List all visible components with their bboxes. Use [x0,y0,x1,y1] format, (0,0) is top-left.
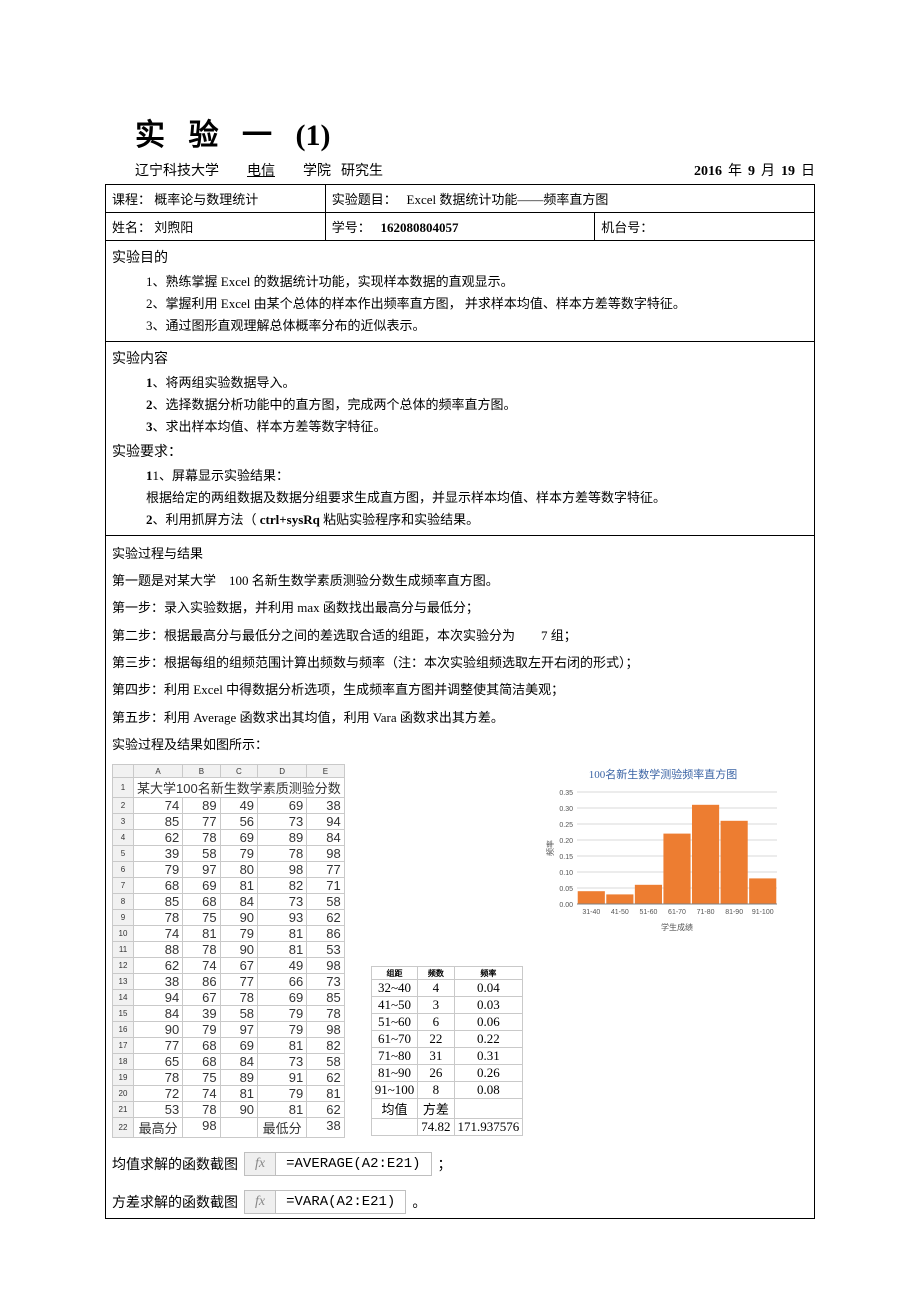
fx-icon: fx [245,1153,276,1175]
svg-text:学生成绩: 学生成绩 [661,922,693,932]
meta-line: 辽宁科技大学 电信 学院 研究生 20 16 年 9 月 19 日 [135,160,815,180]
department: 电信 [241,160,281,180]
req-item-2c: 粘贴实验程序和实验结果。 [323,512,479,527]
chart-svg: 100名新生数学测验频率直方图 0.00 0.05 0.10 0.15 0.20 0.25 0… [543,764,783,934]
process-p3a: 第二步：根据最高分与最低分之间的差选取合适的组距，本次实验分为 [112,628,515,643]
day-unit: 日 [795,160,815,180]
purpose-heading: 实验目的 [112,247,808,267]
process-p2: 第一步：录入实验数据，并利用 max 函数找出最高分与最低分； [112,594,808,621]
data-table: ABCDE1某大学100名新生数学素质测验分数27489496938385775… [112,764,345,1138]
process-p7: 实验过程及结果如图所示： [112,731,808,758]
section-content: 实验内容 1、将两组实验数据导入。 2、选择数据分析功能中的直方图，完成两个总体… [106,342,815,536]
section-purpose: 实验目的 1、熟练掌握 Excel 的数据统计功能，实现样本数据的直观显示。 2… [106,241,815,342]
svg-text:0.15: 0.15 [560,854,574,861]
aux-table-wrap: 组距频数频率32~4040.0441~5030.0351~6060.0661~7… [365,966,524,1136]
svg-text:0.20: 0.20 [560,838,574,845]
year: 16 [708,164,722,180]
figures-row: ABCDE1某大学100名新生数学素质测验分数27489496938385775… [112,764,808,1138]
formula-box-mean: fx =AVERAGE(A2:E21) [244,1152,432,1176]
page: 实 验 一 (1) 辽宁科技大学 电信 学院 研究生 20 16 年 9 月 1… [0,0,920,1259]
purpose-item-3: 3、通过图形直观理解总体概率分布的近似表示。 [112,315,808,337]
formula-row-mean: 均值求解的函数截图 fx =AVERAGE(A2:E21) ； [112,1152,808,1176]
process-p3b: 7 [541,628,548,643]
doc-title: 实 验 一 (1) [135,110,815,154]
process-p4: 第三步：根据每组的组频范围计算出频数与频率（注：本次实验组频选取左开右闭的形式）… [112,649,808,676]
req-item-1: 1、屏幕显示实验结果： [153,468,290,483]
topic-value: Excel 数据统计功能——频率直方图 [407,192,609,207]
svg-text:71-80: 71-80 [697,909,715,916]
aux-table: 组距频数频率32~4040.0441~5030.0351~6060.0661~7… [371,966,524,1136]
content-item-3: 、求出样本均值、样本方差等数字特征。 [153,419,387,434]
year-prefix: 20 [694,164,708,180]
name-label: 姓名： [112,220,151,235]
process-p3c: 组； [551,628,577,643]
formula-box-var: fx =VARA(A2:E21) [244,1190,406,1214]
process-p1a: 第一题是对某大学 [112,573,216,588]
svg-text:0.25: 0.25 [560,822,574,829]
process-p6: 第五步：利用 Average 函数求出其均值，利用 Vara 函数求出其方差。 [112,704,808,731]
purpose-item-1: 1、熟练掌握 Excel 的数据统计功能，实现样本数据的直观显示。 [112,271,808,293]
svg-text:41-50: 41-50 [611,909,629,916]
name-value: 刘煦阳 [154,220,193,235]
formula-mean-tail: ； [438,1154,452,1174]
form-row-1: 课程： 概率论与数理统计 实验题目： Excel 数据统计功能——频率直方图 [106,185,815,213]
month: 9 [748,164,755,180]
fx-icon: fx [245,1191,276,1213]
sid-value: 162080804057 [381,220,459,235]
requirement-heading: 实验要求： [112,441,808,461]
department-suffix: 学院 [303,160,331,180]
course-value: 概率论与数理统计 [154,192,258,207]
req-item-1b: 根据给定的两组数据及数据分组要求生成直方图，并显示样本均值、样本方差等数字特征。 [112,487,808,509]
req-item-2b: ctrl+sysRq [260,512,320,527]
svg-text:31-40: 31-40 [583,909,601,916]
svg-text:0.30: 0.30 [560,806,574,813]
form-row-2: 姓名： 刘煦阳 学号： 162080804057 机台号： [106,213,815,241]
formula-var-tail: 。 [412,1192,426,1212]
sid-label: 学号： [332,220,371,235]
formula-row-var: 方差求解的函数截图 fx =VARA(A2:E21) 。 [112,1190,808,1214]
month-unit: 月 [755,160,781,180]
histogram-chart: 100名新生数学测验频率直方图 0.00 0.05 0.10 0.15 0.20 0.25 0… [543,764,783,938]
machine-label: 机台号： [601,220,653,235]
course-label: 课程： [112,192,151,207]
svg-text:0.35: 0.35 [560,790,574,797]
svg-text:91-100: 91-100 [752,909,774,916]
svg-text:频率: 频率 [545,840,555,856]
process-heading: 实验过程与结果 [112,540,808,567]
req-item-2a: 、利用抓屏方法（ [153,512,260,527]
day: 19 [781,164,795,180]
formula-mean-label: 均值求解的函数截图 [112,1154,238,1174]
purpose-item-2: 2、掌握利用 Excel 由某个总体的样本作出频率直方图， 并求样本均值、样本方… [112,293,808,315]
university: 辽宁科技大学 [135,160,219,180]
formula-var-label: 方差求解的函数截图 [112,1192,238,1212]
svg-text:51-60: 51-60 [640,909,658,916]
svg-text:0.05: 0.05 [560,886,574,893]
svg-text:0.00: 0.00 [560,902,574,909]
svg-text:81-90: 81-90 [725,909,743,916]
title-num: (1) [296,119,331,152]
topic-label: 实验题目： [332,192,397,207]
content-heading: 实验内容 [112,348,808,368]
data-table-wrap: ABCDE1某大学100名新生数学素质测验分数27489496938385775… [112,764,345,1138]
svg-text:100名新生数学测验频率直方图: 100名新生数学测验频率直方图 [589,767,738,781]
svg-text:0.10: 0.10 [560,870,574,877]
formula-var-value: =VARA(A2:E21) [276,1191,405,1213]
title-text: 实 验 一 [135,119,280,152]
content-item-2: 、选择数据分析功能中的直方图，完成两个总体的频率直方图。 [153,397,517,412]
process-p1b: 100 [229,573,249,588]
process-p5: 第四步：利用 Excel 中得数据分析选项，生成频率直方图并调整使其简洁美观； [112,676,808,703]
svg-text:61-70: 61-70 [668,909,686,916]
formula-mean-value: =AVERAGE(A2:E21) [276,1153,430,1175]
year-unit: 年 [722,160,748,180]
role: 研究生 [341,160,383,180]
form-table: 课程： 概率论与数理统计 实验题目： Excel 数据统计功能——频率直方图 姓… [105,184,815,1219]
section-process: 实验过程与结果 第一题是对某大学 100 名新生数学素质测验分数生成频率直方图。… [106,535,815,1218]
content-item-1: 、将两组实验数据导入。 [153,375,296,390]
process-p1c: 名新生数学素质测验分数生成频率直方图。 [252,573,499,588]
